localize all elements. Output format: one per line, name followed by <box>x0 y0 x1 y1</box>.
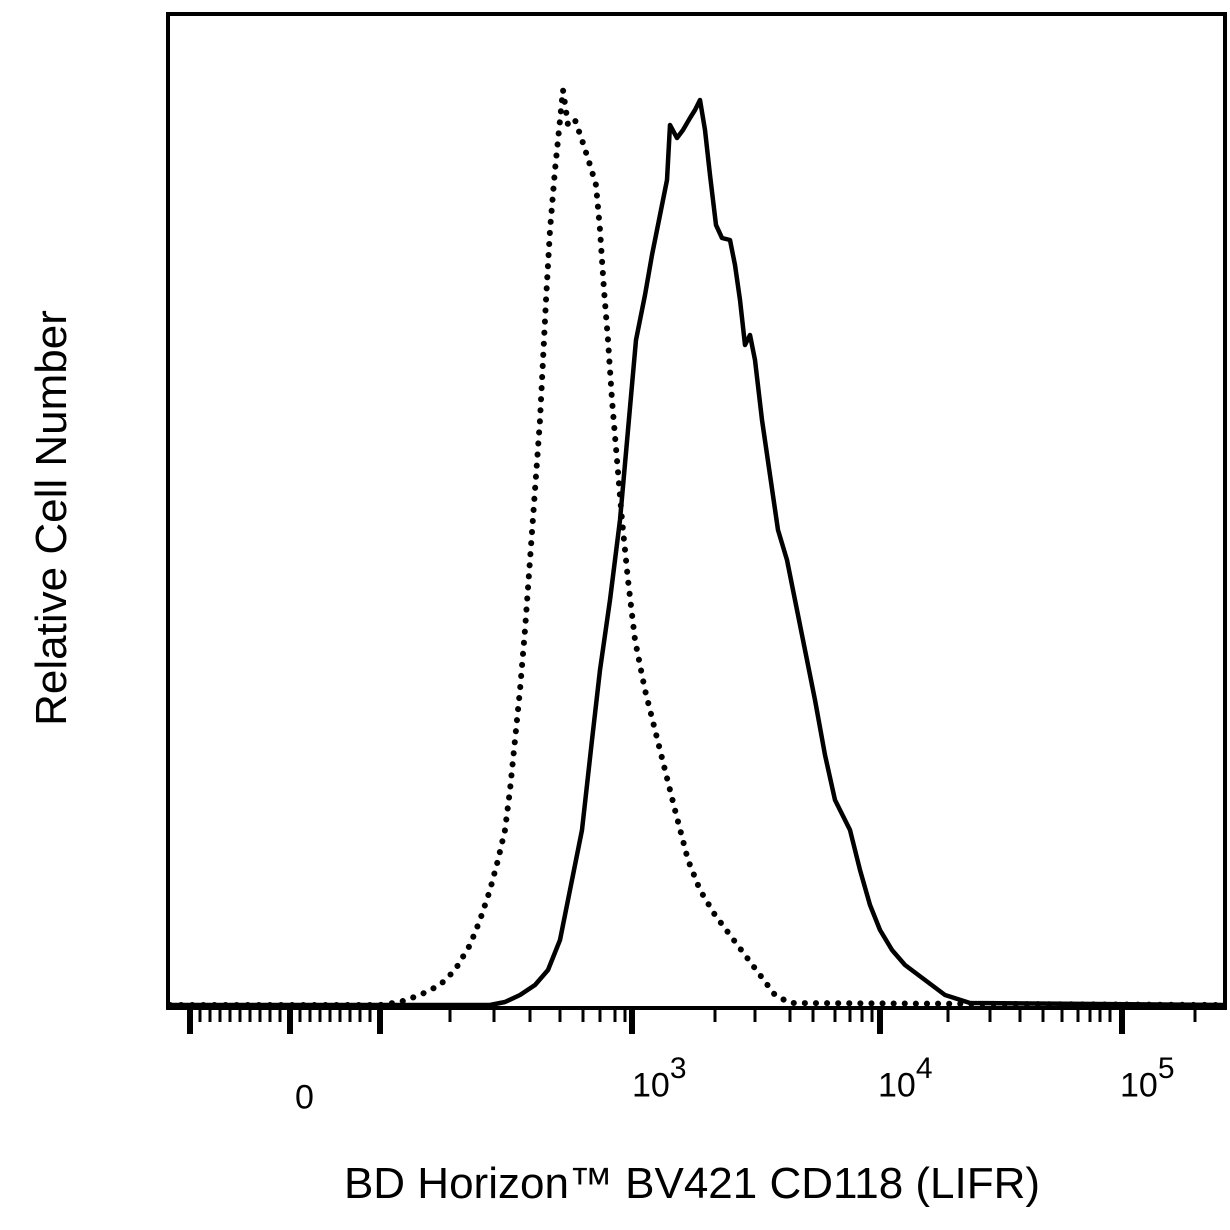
x-tick-label-10000: 104 <box>878 1052 933 1105</box>
plot-frame <box>166 12 1227 1010</box>
x-axis-ticks <box>187 1008 1197 1034</box>
x-tick-label-100000: 105 <box>1120 1052 1175 1105</box>
x-axis-label: BD Horizon™ BV421 CD118 (LIFR) <box>343 1159 1041 1208</box>
isotype-control-curve <box>167 87 1228 1008</box>
cd118-stained-curve <box>170 97 1226 1008</box>
x-tick-label-0: 0 <box>295 1078 314 1117</box>
x-tick-label-1000: 103 <box>632 1052 687 1105</box>
y-axis-label: Relative Cell Number <box>27 310 76 726</box>
